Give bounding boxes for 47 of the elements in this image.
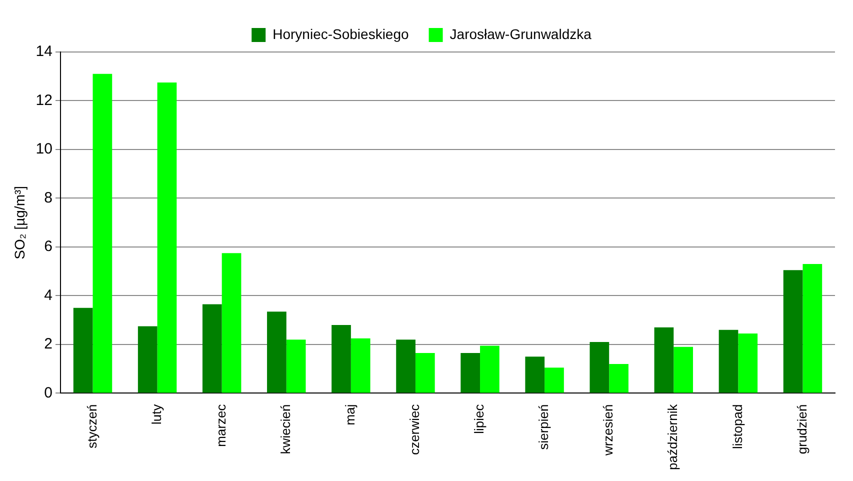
bar <box>415 353 435 393</box>
x-tick-label: czerwiec <box>407 404 422 455</box>
bar <box>718 330 738 393</box>
x-tick-label: wrzesień <box>600 404 616 457</box>
legend-label: Horyniec-Sobieskiego <box>272 26 409 42</box>
bar <box>609 364 628 393</box>
x-tick-label: styczeń <box>84 404 100 448</box>
y-tick-label: 12 <box>36 92 52 109</box>
bar <box>92 74 112 393</box>
x-tick-label: listopad <box>730 404 745 450</box>
bar <box>222 253 242 393</box>
bar <box>286 340 306 393</box>
y-tick-label: 4 <box>44 286 52 304</box>
bar <box>802 264 822 393</box>
x-tick-label: październik <box>665 404 680 470</box>
bar <box>350 338 370 393</box>
legend-label: Jarosław-Grunwaldzka <box>450 26 592 42</box>
bar <box>544 368 564 393</box>
x-tick-label: lipiec <box>472 404 487 434</box>
bar <box>783 270 803 393</box>
bar <box>460 353 480 393</box>
bar <box>396 340 416 393</box>
bar <box>157 82 177 393</box>
bar <box>525 356 545 393</box>
y-tick-label: 8 <box>44 189 52 206</box>
bar <box>674 346 694 393</box>
bar <box>73 308 93 393</box>
bar <box>267 312 286 393</box>
x-tick-label: kwiecień <box>278 404 293 454</box>
x-tick-label: maj <box>342 404 358 426</box>
bar <box>138 326 158 393</box>
y-tick-label: 2 <box>44 336 52 353</box>
y-tick-label: 10 <box>36 140 52 158</box>
bar <box>590 342 610 393</box>
bar <box>202 304 222 393</box>
y-axis-title: SO₂ [µg/m³] <box>11 186 28 260</box>
x-tick-label: grudzień <box>794 404 810 454</box>
bar <box>480 346 500 393</box>
y-tick-label: 14 <box>36 43 52 60</box>
y-tick-label: 6 <box>44 238 52 256</box>
x-tick-label: luty <box>148 404 164 424</box>
bar <box>738 334 758 393</box>
y-tick-label: 0 <box>44 384 52 402</box>
bar <box>654 327 674 393</box>
x-tick-label: marzec <box>213 404 228 447</box>
x-tick-label: sierpień <box>536 404 552 450</box>
bar <box>332 324 351 393</box>
